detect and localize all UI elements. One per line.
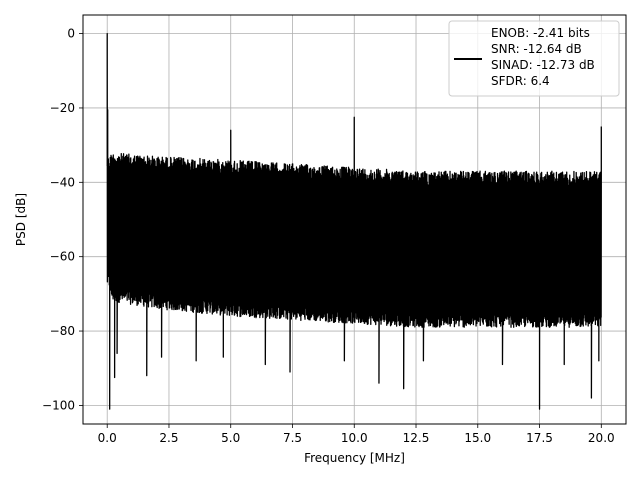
x-axis-ticks: 0.0 2.5 5.0 7.5 10.0 12.5 15.0 17.5 20.0	[98, 424, 615, 445]
y-tick-label: −80	[50, 324, 75, 338]
x-tick-label: 20.0	[588, 431, 615, 445]
x-tick-label: 15.0	[464, 431, 491, 445]
y-axis-label: PSD [dB]	[14, 193, 28, 246]
legend-sfdr: SFDR: 6.4	[491, 74, 550, 88]
x-tick-label: 0.0	[98, 431, 117, 445]
x-tick-label: 10.0	[341, 431, 368, 445]
x-tick-label: 7.5	[283, 431, 302, 445]
legend-box	[448, 20, 620, 97]
legend: ENOB: -2.41 bits SNR: -12.64 dB SINAD: -…	[448, 20, 620, 97]
legend-sinad: SINAD: -12.73 dB	[491, 58, 595, 72]
y-tick-label: −40	[50, 175, 75, 189]
x-tick-label: 17.5	[526, 431, 553, 445]
legend-enob: ENOB: -2.41 bits	[491, 26, 590, 40]
y-tick-label: 0	[67, 27, 75, 41]
x-axis-label: Frequency [MHz]	[304, 451, 405, 465]
x-tick-label: 2.5	[159, 431, 178, 445]
plot-area	[106, 32, 602, 410]
x-tick-label: 12.5	[403, 431, 430, 445]
y-tick-label: −20	[50, 101, 75, 115]
y-tick-label: −60	[50, 250, 75, 264]
y-tick-label: −100	[42, 398, 75, 412]
x-tick-label: 5.0	[221, 431, 240, 445]
y-axis-ticks: 0 −20 −40 −60 −80 −100	[42, 27, 83, 412]
legend-snr: SNR: -12.64 dB	[491, 42, 582, 56]
psd-trace-line	[106, 32, 602, 410]
